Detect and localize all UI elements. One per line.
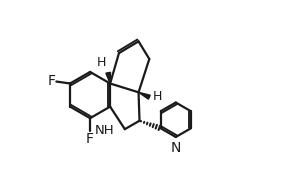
Text: F: F <box>86 132 94 146</box>
Polygon shape <box>139 92 150 99</box>
Text: F: F <box>47 74 55 88</box>
Text: H: H <box>153 90 163 103</box>
Text: H: H <box>96 56 106 69</box>
Polygon shape <box>106 72 111 83</box>
Text: N: N <box>170 141 181 155</box>
Text: NH: NH <box>94 124 114 137</box>
